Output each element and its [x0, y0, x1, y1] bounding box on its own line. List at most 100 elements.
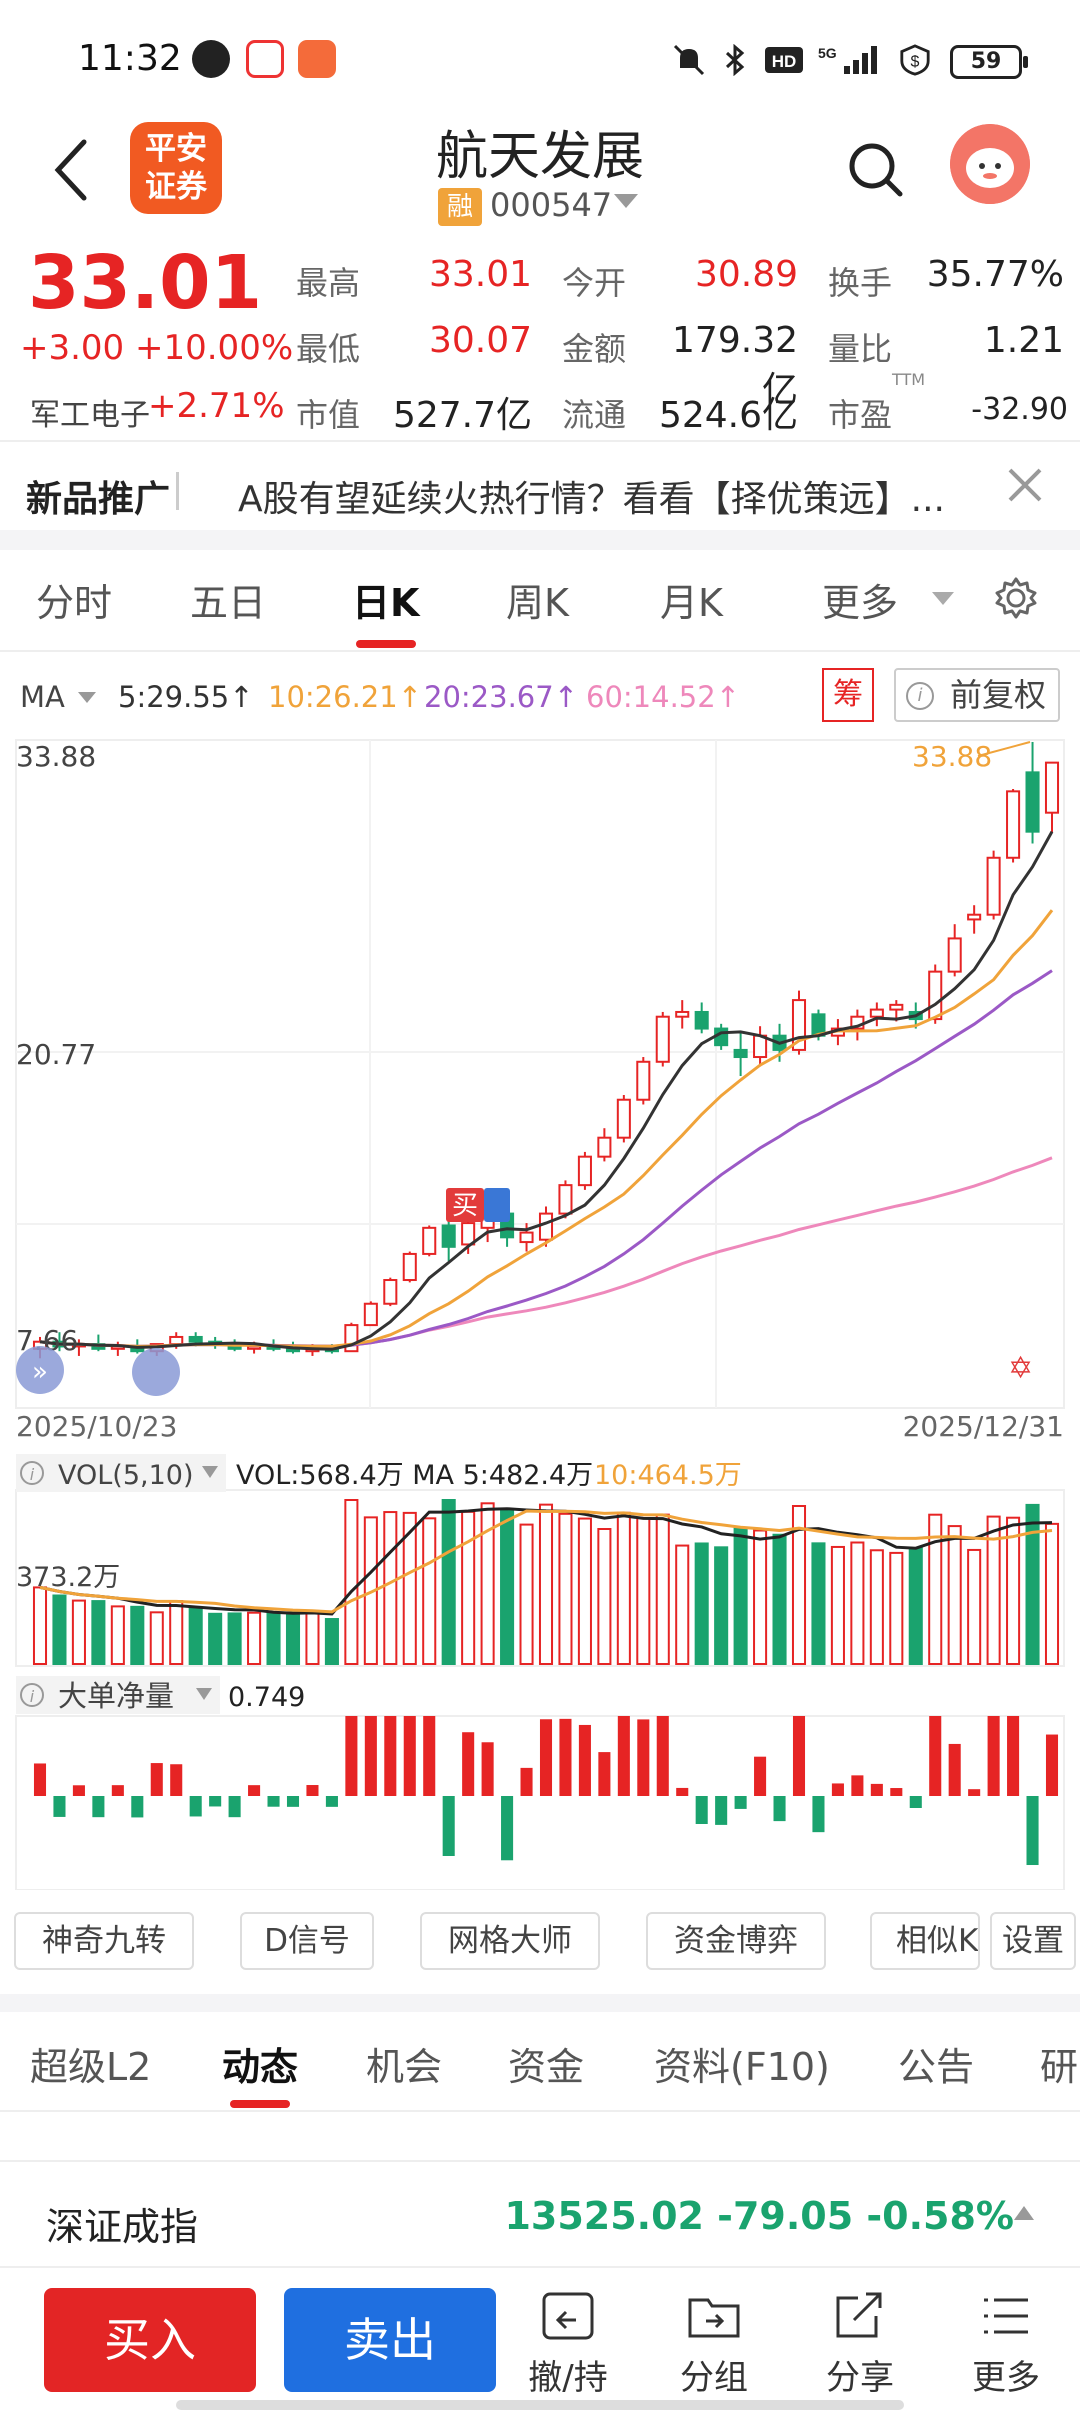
last-price: 33.01: [28, 240, 263, 326]
volume-bar: [480, 1502, 495, 1665]
y-axis-mid: 20.77: [16, 1038, 96, 1071]
bigorder-bar: [53, 1796, 66, 1817]
index-name[interactable]: 深证成指: [46, 2205, 199, 2249]
group-button[interactable]: 分组: [654, 2290, 774, 2410]
tab-five-day[interactable]: 五日: [190, 581, 267, 625]
price-adjust-button[interactable]: 前复权: [894, 668, 1060, 722]
tab-daily-k[interactable]: 日K: [352, 581, 420, 625]
candle-body: [422, 1226, 437, 1255]
ma60-line: [39, 1156, 1053, 1348]
close-icon[interactable]: [1004, 464, 1046, 506]
chevron-down-icon[interactable]: [614, 194, 638, 208]
divider: [176, 472, 179, 510]
stock-code[interactable]: 000547: [490, 186, 613, 224]
buy-button[interactable]: 买入: [44, 2288, 256, 2392]
candle-body: [889, 1003, 904, 1011]
crosshair-toggle-icon[interactable]: [132, 1348, 180, 1396]
chevron-down-icon[interactable]: [78, 692, 96, 703]
chevron-down-icon[interactable]: [196, 1688, 212, 1700]
promo-text[interactable]: A股有望延续火热行情？看看【择优策远】...: [238, 479, 945, 520]
mute-icon: [673, 44, 705, 76]
share-button[interactable]: 分享: [800, 2290, 920, 2410]
candle-body: [597, 1136, 612, 1158]
bigorder-label: 大单净量: [58, 1679, 174, 1713]
bigorder-bar: [33, 1763, 47, 1796]
bigorder-indicator-selector[interactable]: [16, 1676, 220, 1714]
section-gap: [0, 530, 1080, 550]
signal-tag[interactable]: [484, 1188, 510, 1222]
ma-label[interactable]: MA: [20, 680, 65, 714]
sector-label[interactable]: 军工电子: [30, 398, 150, 433]
bigorder-bar: [968, 1789, 981, 1796]
tab-opportunity[interactable]: 机会: [366, 2045, 443, 2089]
buy-signal-tag[interactable]: [446, 1188, 484, 1222]
chip-distribution-button[interactable]: 筹: [822, 668, 874, 722]
bigorder-bar: [773, 1796, 786, 1822]
broker-logo: 平安 证券: [130, 122, 222, 214]
sector-change: +2.71%: [148, 386, 285, 426]
volume-bar: [149, 1611, 164, 1665]
tab-weekly-k[interactable]: 周K: [506, 581, 569, 625]
expand-left-icon[interactable]: [16, 1346, 64, 1394]
candle-body: [655, 1015, 670, 1063]
volume-bar: [694, 1542, 709, 1666]
tab-announcements[interactable]: 公告: [898, 2045, 975, 2089]
chevron-up-icon[interactable]: [1014, 2206, 1034, 2220]
cancel-hold-button[interactable]: 撤/持: [508, 2290, 628, 2410]
quote-label: 今开: [562, 264, 627, 302]
chart-grid: [15, 739, 1065, 1890]
buy-signal-text: 买: [452, 1191, 478, 1221]
bigorder-bar: [539, 1719, 553, 1796]
volume-bar: [616, 1511, 631, 1665]
y-axis-top: 33.88: [16, 740, 96, 773]
indicator-button-grid-master[interactable]: 网格大师: [420, 1912, 600, 1970]
search-icon[interactable]: [844, 138, 908, 202]
chevron-down-icon[interactable]: [932, 592, 954, 605]
volume-bar: [305, 1611, 320, 1665]
tab-super-l2[interactable]: 超级L2: [30, 2045, 152, 2089]
bigorder-bar: [676, 1787, 689, 1796]
bigorder-bar: [578, 1724, 591, 1796]
ma20-value: 20:23.67↑: [424, 680, 578, 714]
sell-button[interactable]: 卖出: [284, 2288, 496, 2392]
kline-chart[interactable]: 33.88 20.77 7.66 33.88 买 » ✡ 2025/10/23 …: [0, 730, 1080, 1890]
indicator-button-similar-k[interactable]: 相似K: [870, 1912, 980, 1970]
back-arrow-icon[interactable]: [44, 130, 104, 210]
candle-body: [869, 1008, 884, 1018]
tab-f10[interactable]: 资料(F10): [654, 2045, 830, 2089]
tab-more[interactable]: 更多: [822, 581, 899, 625]
more-button[interactable]: 更多: [946, 2290, 1066, 2410]
volume-bar: [247, 1611, 262, 1666]
volume-bar: [461, 1510, 476, 1666]
candle-body: [519, 1231, 534, 1244]
info-icon: i: [30, 1465, 35, 1484]
app-notification-icon: [192, 40, 230, 78]
tab-monthly-k[interactable]: 月K: [660, 581, 723, 625]
price-change: +3.00 +10.00%: [20, 328, 294, 368]
bigorder-bar: [1045, 1734, 1059, 1796]
tab-research[interactable]: 研: [1040, 2045, 1079, 2089]
vol-indicator-selector[interactable]: [16, 1454, 226, 1492]
share-label: 分享: [826, 2358, 894, 2398]
active-tab-indicator: [356, 640, 416, 648]
candle-body: [169, 1335, 184, 1346]
bigorder-bar: [72, 1785, 85, 1796]
candle-body: [441, 1224, 456, 1248]
indicator-settings-button[interactable]: 设置: [990, 1912, 1076, 1970]
tab-funds[interactable]: 资金: [508, 2045, 585, 2089]
gear-icon[interactable]: [994, 576, 1038, 620]
indicator-button-fund-game[interactable]: 资金博弈: [646, 1912, 826, 1970]
indicator-button-nine-turn[interactable]: 神奇九转: [14, 1912, 194, 1970]
tab-intraday[interactable]: 分时: [36, 581, 113, 625]
chevron-down-icon[interactable]: [202, 1466, 218, 1478]
volume-bar: [850, 1541, 865, 1666]
assistant-avatar-icon[interactable]: [950, 124, 1030, 204]
bigorder-bar: [1007, 1716, 1020, 1796]
indicator-button-d-signal[interactable]: D信号: [240, 1912, 374, 1970]
tab-news[interactable]: 动态: [222, 2045, 299, 2089]
bigorder-bar: [501, 1796, 514, 1861]
undo-icon: [542, 2292, 594, 2340]
quote-value: 35.77%: [926, 254, 1064, 295]
volume-bar: [577, 1517, 592, 1665]
ma5-value: 5:29.55↑: [118, 680, 254, 714]
